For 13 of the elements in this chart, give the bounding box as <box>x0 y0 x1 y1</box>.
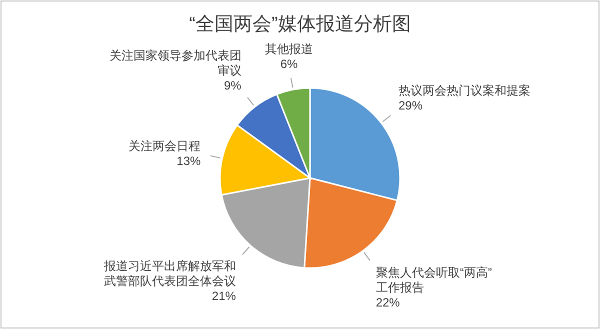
data-label: 22% <box>376 296 400 310</box>
data-label: 21% <box>212 289 236 304</box>
slice-label: 热议两会热门议案和提案 <box>398 83 530 98</box>
slice-label: 关注国家领导参加代表团审议 <box>109 48 242 78</box>
chart-title: “全国两会”媒体报道分析图 <box>189 14 411 35</box>
data-label: 13% <box>176 154 202 168</box>
data-label: 29% <box>398 98 423 112</box>
data-label: 9% <box>224 78 242 93</box>
slice-label: 关注两会日程 <box>128 139 201 154</box>
slice-label: 聚焦人代会听取“两高”工作报告 <box>376 266 492 295</box>
data-label: 6% <box>280 56 298 71</box>
slice-label: 其他报道 <box>265 42 314 56</box>
slice-label: 报道习近平出席解放军和武警部队代表团全体会议 <box>102 259 236 288</box>
